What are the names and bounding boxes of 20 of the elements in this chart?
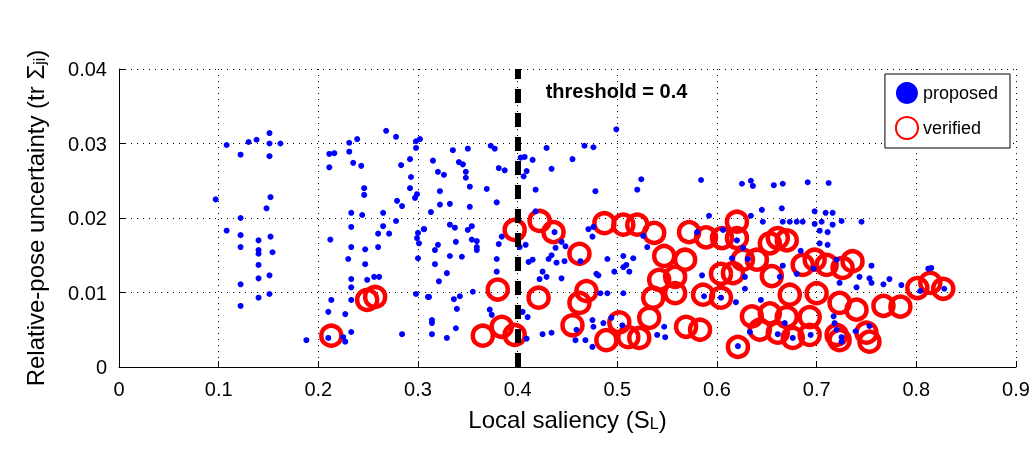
ref-line-label: threshold = 0.4 [545,80,689,102]
legend-label: proposed [922,83,998,103]
x-tick-label: 0.5 [603,378,632,400]
y-tick-label: 0.03 [68,132,107,155]
y-tick-label: 0.01 [68,281,107,304]
y-tick-label: 0.02 [68,207,107,229]
x-tick-label: 0.2 [304,378,333,400]
x-tick-label: 0.8 [902,378,931,400]
x-tick-label: 0 [113,378,125,400]
x-tick-label: 0.3 [404,378,432,400]
legend-label: verified [922,118,981,138]
y-axis-title: Relative-pose uncertainty (tr Σji) [21,49,49,387]
x-tick-label: 0.9 [1002,378,1030,400]
x-axis-title: Local saliency (SL) [468,405,667,433]
y-tick-label: 0 [95,356,107,378]
y-tick-label: 0.04 [68,58,107,80]
x-tick-label: 0.1 [204,378,233,400]
x-tick-label: 0.4 [503,378,532,400]
x-tick-label: 0.7 [802,378,831,400]
x-tick-label: 0.6 [703,378,731,400]
